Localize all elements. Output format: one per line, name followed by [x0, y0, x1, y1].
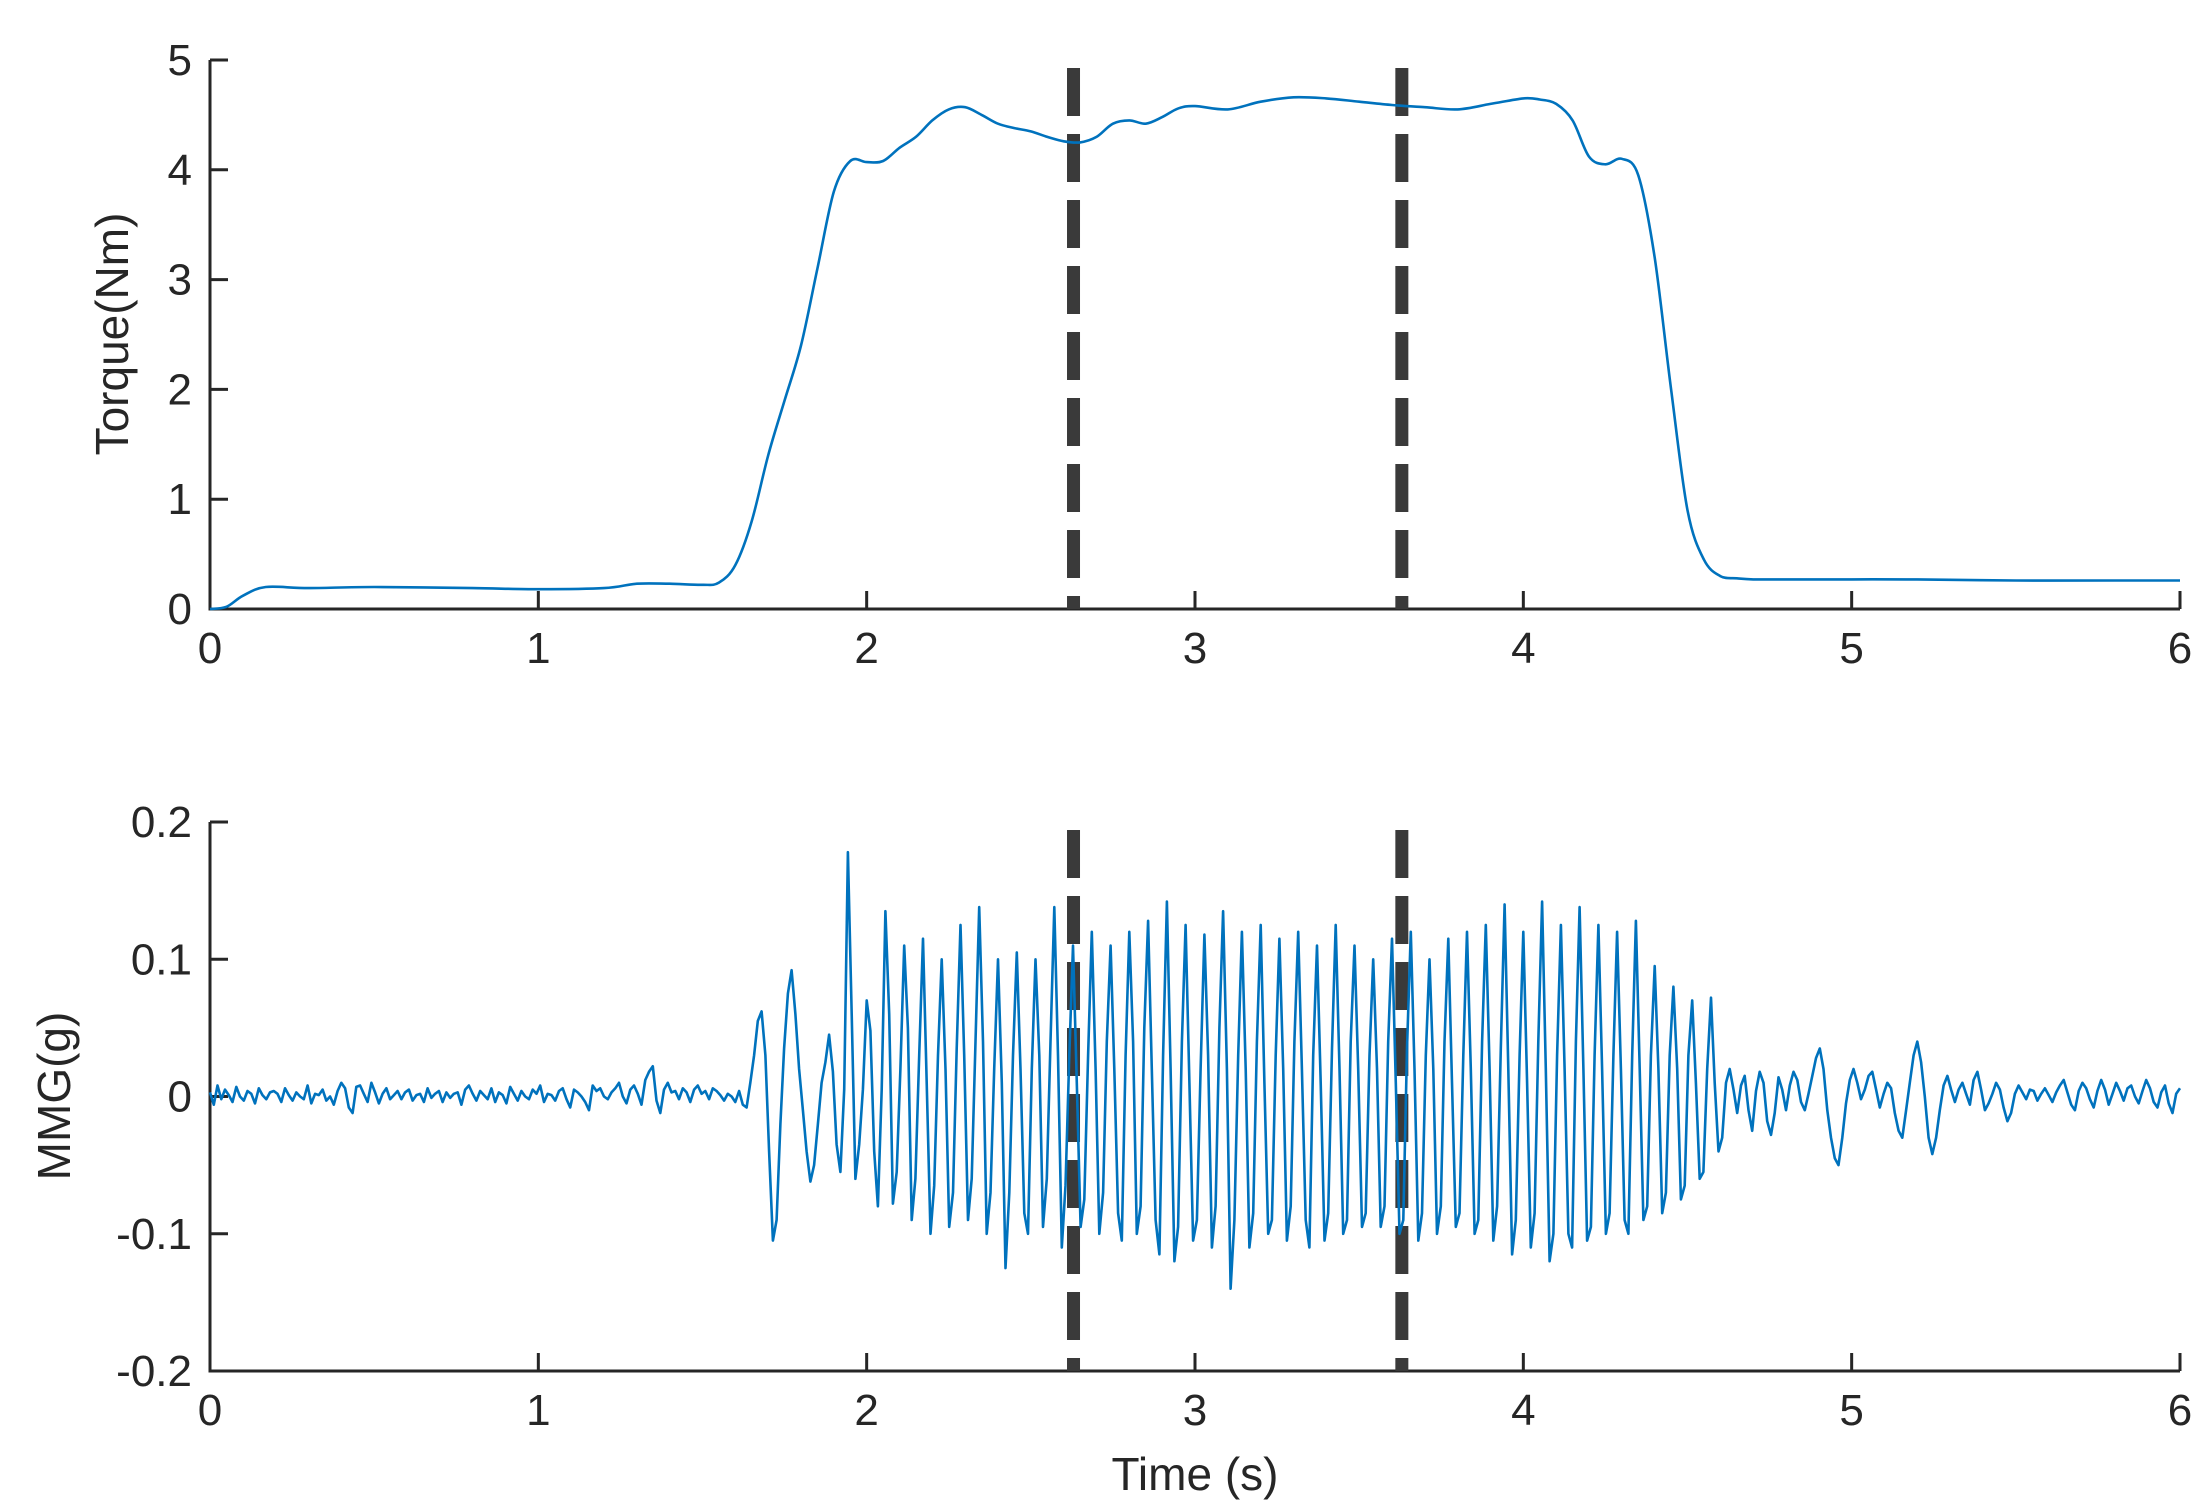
torque-ylabel: Torque(Nm): [86, 213, 138, 456]
torque-ytick-label: 0: [168, 585, 192, 634]
torque-xtick-label: 6: [2168, 624, 2192, 673]
mmg-xtick-label: 0: [198, 1386, 222, 1435]
torque-ytick-label: 4: [168, 146, 192, 195]
torque-xtick-label: 3: [1183, 624, 1207, 673]
mmg-xtick-label: 5: [1839, 1386, 1863, 1435]
torque-xtick-label: 0: [198, 624, 222, 673]
torque-xtick-label: 2: [854, 624, 878, 673]
mmg-ytick-label: 0: [168, 1073, 192, 1122]
torque-xtick-label: 4: [1511, 624, 1535, 673]
mmg-markers: [1067, 830, 1409, 1371]
mmg-ytick-label: -0.2: [116, 1347, 192, 1396]
mmg-xtick-label: 1: [526, 1386, 550, 1435]
torque-chart: 0 1 2 3 4 5 6 0 1 2 3 4 5 Torque(Nm): [86, 36, 2192, 673]
mmg-xtick-label: 3: [1183, 1386, 1207, 1435]
torque-ytick-label: 1: [168, 475, 192, 524]
torque-ytick-label: 2: [168, 365, 192, 414]
torque-xtick-label: 1: [526, 624, 550, 673]
mmg-series-line: [208, 850, 2182, 1290]
mmg-chart: 0 1 2 3 4 5 6 -0.2 -0.1 0 0.1 0.2 MMG(g) Time (s): [28, 798, 2192, 1500]
torque-markers: [1067, 68, 1409, 609]
mmg-xtick-label: 4: [1511, 1386, 1535, 1435]
torque-ytick-label: 5: [168, 36, 192, 85]
mmg-ytick-label: 0.1: [131, 935, 192, 984]
mmg-ylabel: MMG(g): [28, 1012, 80, 1181]
mmg-ticks: 0 1 2 3 4 5 6 -0.2 -0.1 0 0.1 0.2: [116, 798, 2192, 1435]
mmg-ytick-label: -0.1: [116, 1210, 192, 1259]
mmg-xtick-label: 6: [2168, 1386, 2192, 1435]
mmg-ytick-label: 0.2: [131, 798, 192, 847]
torque-ytick-label: 3: [168, 256, 192, 305]
torque-series-line: [209, 95, 2180, 611]
mmg-xlabel: Time (s): [1112, 1448, 1279, 1500]
torque-ticks: 0 1 2 3 4 5 6 0 1 2 3 4 5: [168, 36, 2193, 673]
torque-xtick-label: 5: [1839, 624, 1863, 673]
mmg-xtick-label: 2: [854, 1386, 878, 1435]
